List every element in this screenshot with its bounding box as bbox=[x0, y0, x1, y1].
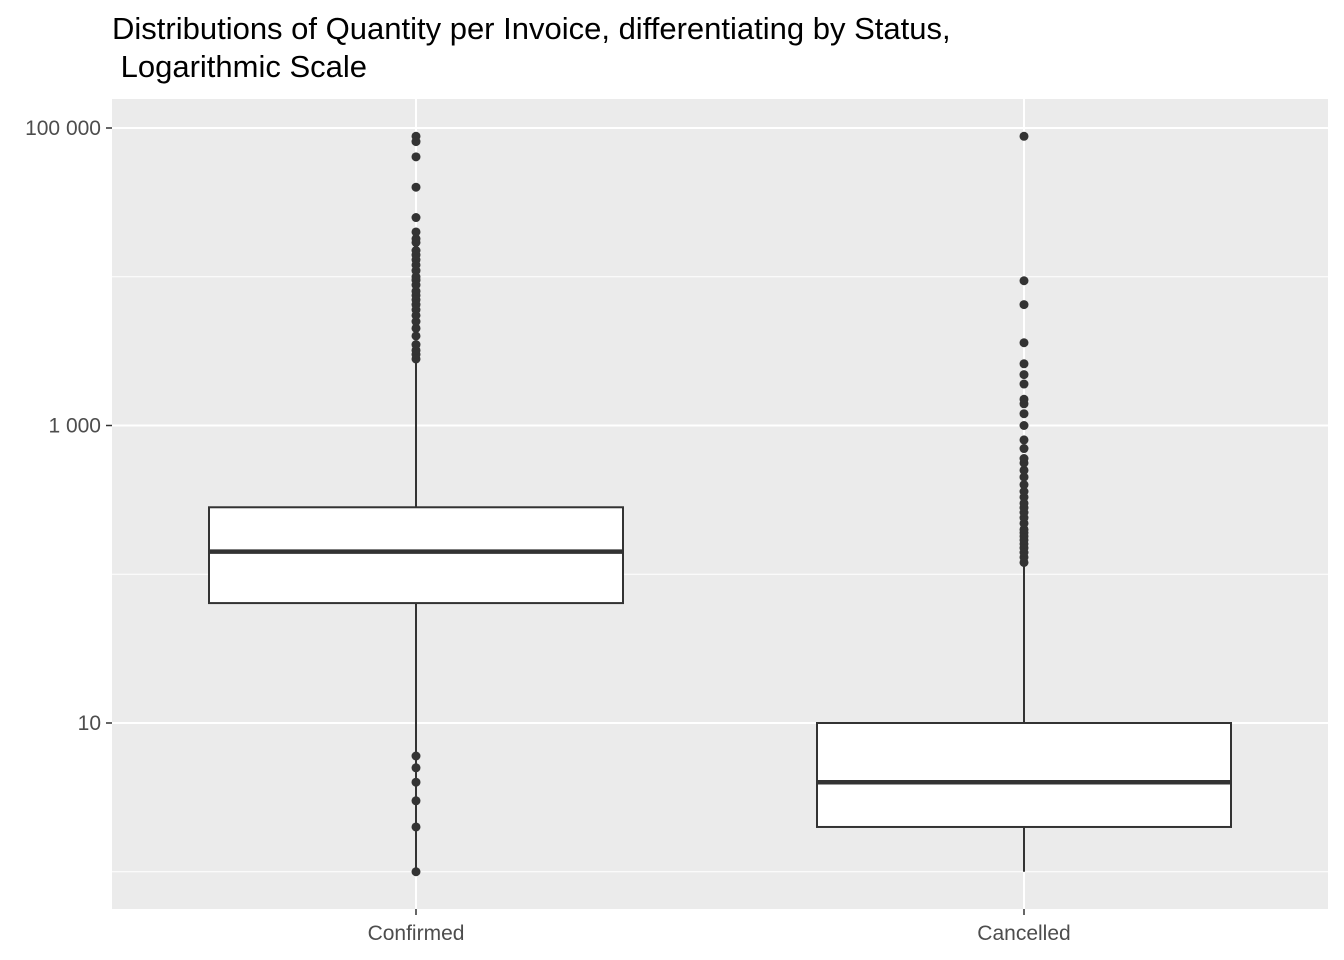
outlier-point bbox=[411, 317, 421, 327]
outlier-point bbox=[1019, 359, 1029, 369]
outlier-point bbox=[1019, 300, 1029, 310]
box-iqr bbox=[208, 506, 624, 605]
outlier-point bbox=[411, 152, 421, 162]
outlier-point bbox=[1019, 498, 1029, 508]
outlier-point bbox=[1019, 472, 1029, 482]
chart-title: Distributions of Quantity per Invoice, d… bbox=[112, 10, 951, 86]
outlier-point bbox=[411, 234, 421, 244]
outlier-point bbox=[1019, 421, 1029, 430]
outlier-point bbox=[1019, 379, 1029, 389]
outlier-point bbox=[411, 182, 421, 192]
outlier-point bbox=[1019, 276, 1029, 286]
box-confirmed bbox=[208, 131, 624, 877]
outlier-point bbox=[411, 272, 421, 282]
outlier-point bbox=[1019, 465, 1029, 475]
y-axis: 10 1 000 100 000 bbox=[25, 117, 112, 735]
y-tick-label: 100 000 bbox=[25, 117, 101, 140]
outlier-point bbox=[1019, 435, 1029, 445]
x-tick-label: Cancelled bbox=[977, 922, 1070, 945]
outlier-point bbox=[1019, 394, 1029, 404]
outlier-point bbox=[1019, 131, 1029, 141]
outlier-point bbox=[1019, 480, 1029, 490]
outlier-point bbox=[411, 763, 421, 773]
outlier-point bbox=[1019, 409, 1029, 419]
outlier-point bbox=[411, 822, 421, 832]
outlier-point bbox=[411, 340, 421, 350]
y-tick-label: 10 bbox=[78, 712, 101, 735]
outlier-point bbox=[1019, 370, 1029, 380]
box-cancelled bbox=[816, 131, 1232, 872]
outlier-point bbox=[411, 323, 421, 333]
outlier-point bbox=[411, 227, 421, 237]
box-iqr bbox=[816, 722, 1232, 828]
outlier-point bbox=[411, 796, 421, 806]
outlier-point bbox=[411, 246, 421, 256]
y-tick-label: 1 000 bbox=[48, 415, 101, 438]
outlier-point bbox=[1019, 338, 1029, 348]
boxes bbox=[208, 131, 1232, 877]
outlier-point bbox=[1019, 524, 1029, 534]
chart-title-line-2: Logarithmic Scale bbox=[112, 49, 368, 84]
outlier-point bbox=[411, 751, 421, 761]
outlier-point bbox=[1019, 444, 1029, 454]
chart-title-line-1: Distributions of Quantity per Invoice, d… bbox=[112, 11, 951, 46]
x-axis: Confirmed Cancelled bbox=[368, 909, 1071, 945]
outlier-point bbox=[411, 213, 421, 223]
outlier-point bbox=[411, 331, 421, 341]
outlier-point bbox=[411, 286, 421, 296]
outlier-point bbox=[1019, 454, 1029, 463]
x-tick-label: Confirmed bbox=[368, 922, 465, 945]
outlier-point bbox=[411, 131, 421, 141]
outlier-point bbox=[411, 777, 421, 787]
outlier-point bbox=[1019, 487, 1029, 496]
outlier-point bbox=[411, 867, 421, 877]
